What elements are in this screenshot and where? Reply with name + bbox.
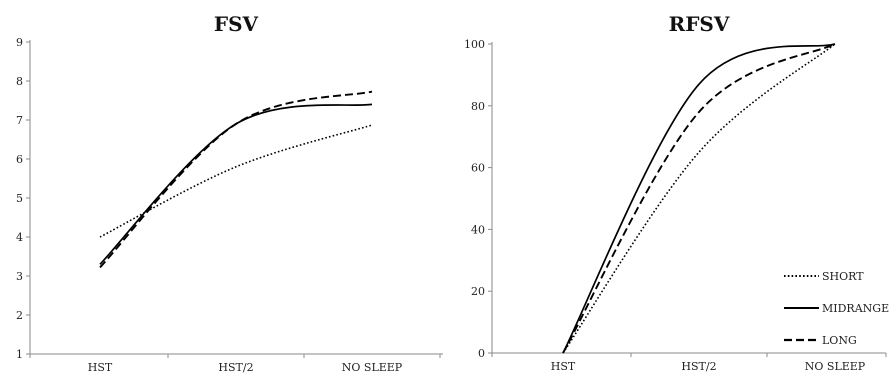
rfsv-x-axis: HST HST/2 NO SLEEP — [491, 352, 887, 373]
x-tick-label: HST/2 — [218, 361, 253, 374]
fsv-chart-title: FSV — [214, 12, 259, 36]
y-tick-label: 2 — [16, 309, 23, 322]
y-tick-label: 3 — [16, 270, 23, 283]
y-tick-label: 1 — [16, 348, 23, 361]
y-tick-label: 4 — [16, 231, 23, 244]
series-line-midrange — [99, 103, 373, 265]
y-tick-label: 20 — [471, 285, 485, 298]
fsv-chart-panel: FSV 1 2 3 4 5 6 7 8 9 HST HST/2 NO SLEEP — [16, 12, 443, 374]
y-tick-label: 6 — [16, 153, 23, 166]
rfsv-y-axis: 0 20 40 60 80 100 — [464, 38, 493, 360]
legend-label-short: SHORT — [822, 270, 864, 283]
x-tick-label: HST — [551, 360, 576, 373]
x-tick-label: HST/2 — [681, 360, 716, 373]
y-tick-label: 7 — [16, 114, 23, 127]
x-tick-label: NO SLEEP — [805, 360, 866, 373]
series-line-short — [99, 124, 373, 238]
rfsv-chart-panel: RFSV 0 20 40 60 80 100 HST HST/2 NO SLEEP SHORT… — [464, 12, 889, 373]
x-tick-label: HST — [88, 361, 113, 374]
y-tick-label: 9 — [16, 36, 23, 49]
x-tick-label: NO SLEEP — [342, 361, 403, 374]
y-tick-label: 40 — [471, 223, 485, 236]
y-tick-label: 0 — [478, 347, 485, 360]
series-line-long — [562, 43, 836, 354]
rfsv-chart-title: RFSV — [669, 12, 730, 36]
y-tick-label: 100 — [464, 38, 485, 51]
rfsv-legend: SHORT MIDRANGE LONG — [784, 270, 889, 347]
y-tick-label: 8 — [16, 75, 23, 88]
y-tick-label: 60 — [471, 162, 485, 175]
fsv-series-group — [99, 90, 373, 269]
fsv-y-axis: 1 2 3 4 5 6 7 8 9 — [16, 36, 31, 361]
series-line-midrange — [562, 43, 836, 354]
fsv-x-axis: HST HST/2 NO SLEEP — [29, 353, 443, 374]
legend-label-long: LONG — [822, 334, 857, 347]
y-tick-label: 5 — [16, 192, 23, 205]
legend-label-midrange: MIDRANGE — [822, 302, 889, 315]
series-line-long — [99, 90, 373, 269]
series-line-short — [562, 43, 836, 354]
rfsv-series-group — [562, 43, 836, 354]
y-tick-label: 80 — [471, 100, 485, 113]
